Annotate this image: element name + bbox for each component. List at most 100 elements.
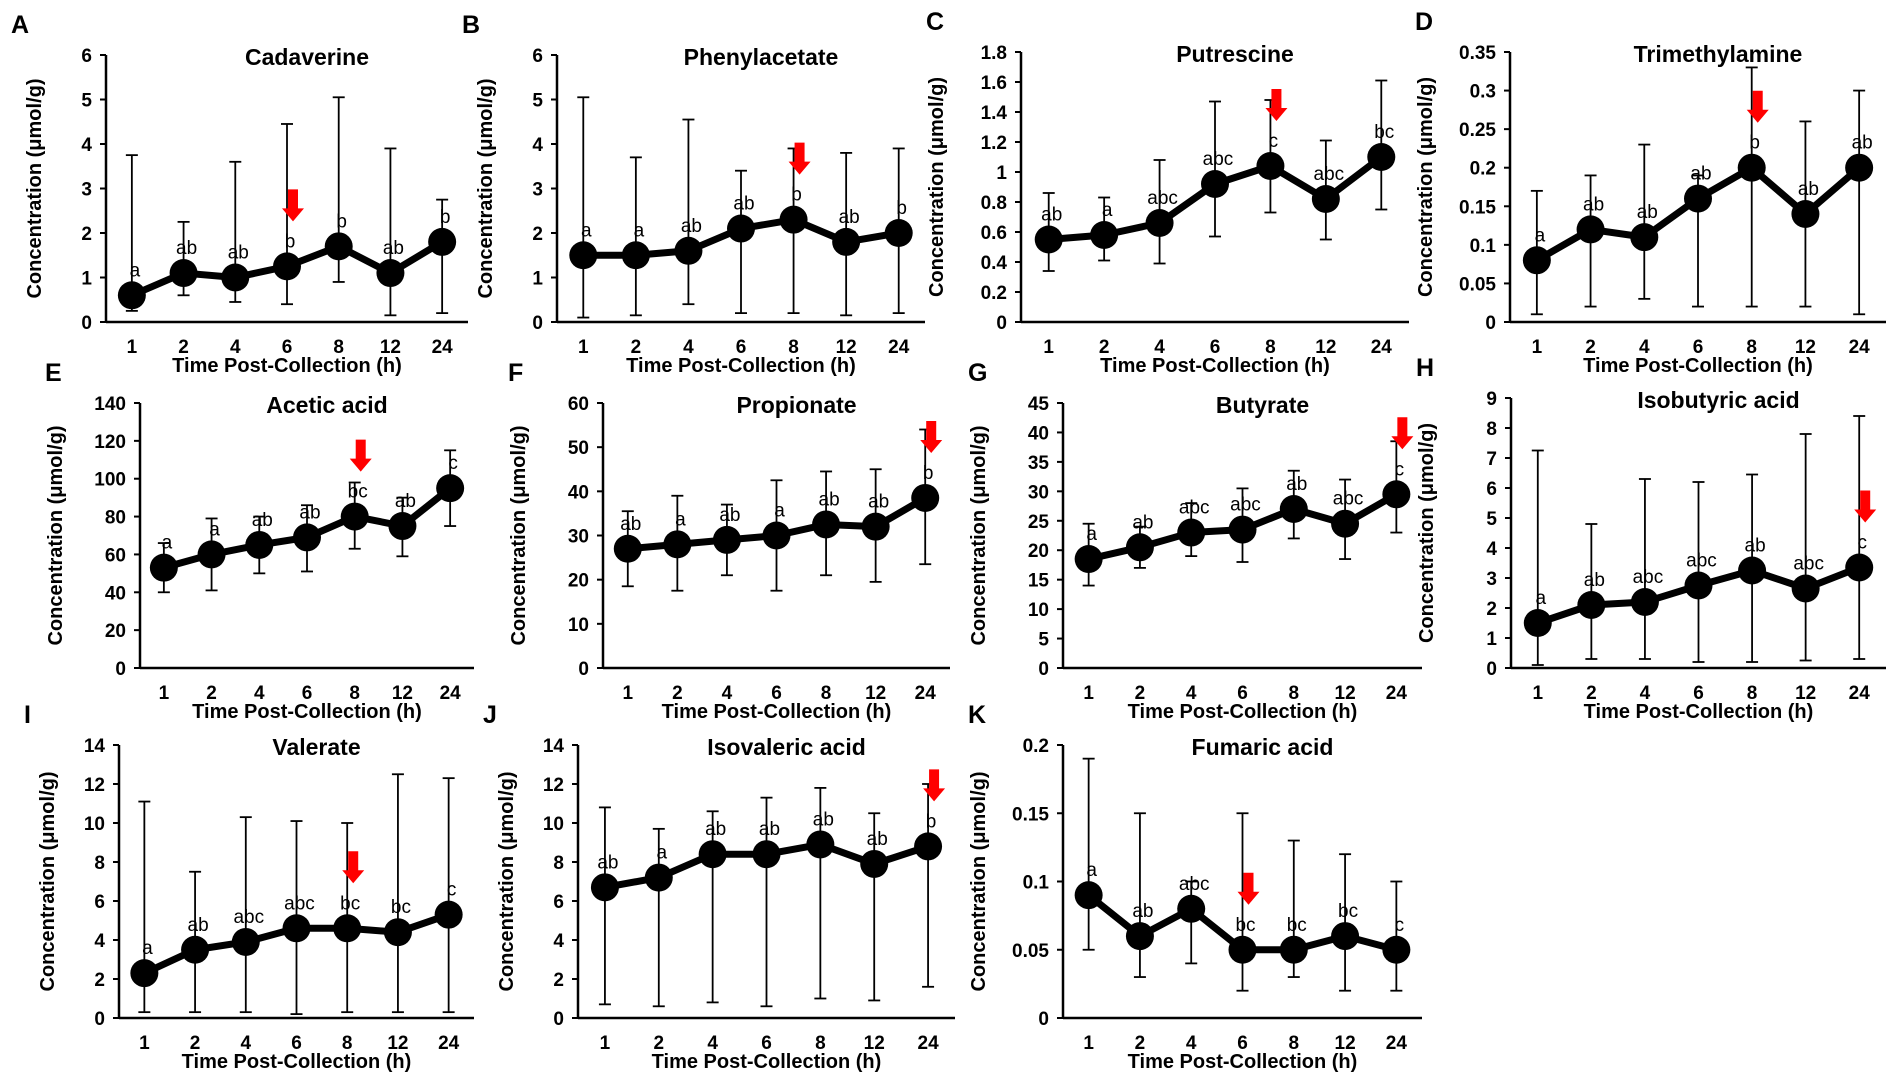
- x-tick-label: 12: [1795, 683, 1816, 704]
- y-tick-label: 9: [1486, 389, 1497, 410]
- data-point: [698, 840, 727, 869]
- y-tick-label: 60: [568, 394, 589, 415]
- significance-letter: abc: [284, 893, 315, 914]
- y-tick-label: 0: [553, 1009, 564, 1030]
- y-tick-label: 10: [1028, 600, 1049, 621]
- x-tick-label: 1: [1532, 683, 1543, 704]
- y-tick-label: 2: [1486, 599, 1497, 620]
- y-axis-title: Concentration (μmol/g): [37, 772, 59, 992]
- data-point: [779, 205, 808, 234]
- y-tick-label: 14: [84, 736, 106, 757]
- significance-letter: a: [1086, 524, 1097, 545]
- panel-letter: B: [462, 11, 480, 39]
- data-point: [221, 263, 250, 292]
- x-tick-label: 2: [1586, 683, 1597, 704]
- x-tick-label: 24: [1371, 337, 1393, 358]
- y-axis-title: Concentration (μmol/g): [475, 79, 497, 299]
- significance-letter: ab: [1132, 512, 1153, 533]
- x-tick-label: 1: [1083, 1033, 1094, 1054]
- red-arrow-marker: [923, 769, 946, 802]
- data-point: [1367, 143, 1396, 171]
- y-tick-label: 0: [94, 1009, 105, 1030]
- data-point: [1382, 480, 1411, 509]
- data-point: [428, 227, 457, 256]
- red-arrow-marker: [349, 439, 372, 472]
- data-point: [621, 241, 650, 270]
- significance-letter: c: [1269, 131, 1279, 152]
- significance-letter: a: [656, 843, 667, 864]
- chart-title: Phenylacetate: [684, 44, 839, 70]
- data-point: [181, 935, 210, 964]
- red-arrow-marker: [788, 142, 811, 175]
- x-tick-label: 4: [1640, 683, 1651, 704]
- y-tick-label: 10: [543, 814, 564, 835]
- panel-letter: A: [11, 11, 29, 39]
- y-tick-label: 0.1: [1470, 236, 1497, 257]
- significance-letter: a: [1086, 860, 1097, 881]
- panel-letter: K: [968, 701, 986, 729]
- significance-letter: ab: [681, 216, 702, 237]
- red-arrow-marker: [1391, 417, 1414, 450]
- y-tick-label: 8: [553, 853, 564, 874]
- significance-letter: bc: [1338, 901, 1358, 922]
- x-tick-label: 2: [672, 683, 683, 704]
- x-tick-label: 4: [1186, 683, 1197, 704]
- significance-letter: ab: [1798, 179, 1819, 200]
- data-point: [197, 540, 226, 569]
- data-point: [861, 512, 890, 541]
- data-point: [914, 832, 943, 861]
- y-tick-label: 5: [1038, 630, 1049, 651]
- x-axis-title: Time Post-Collection (h): [1584, 701, 1814, 723]
- data-point: [1256, 152, 1285, 180]
- significance-letter: ab: [1690, 164, 1711, 185]
- data-point: [1331, 922, 1360, 951]
- significance-letter: ab: [819, 489, 840, 510]
- data-point: [1228, 515, 1257, 544]
- data-point: [1177, 518, 1206, 547]
- x-tick-label: 6: [282, 337, 293, 358]
- data-point: [1279, 495, 1308, 523]
- significance-letter: a: [1102, 200, 1113, 221]
- data-point: [1845, 553, 1874, 582]
- data-point: [1576, 215, 1605, 244]
- significance-letter: a: [209, 519, 220, 540]
- y-tick-label: 2: [532, 224, 543, 245]
- y-tick-label: 3: [532, 180, 543, 201]
- x-tick-label: 24: [918, 1033, 940, 1054]
- chart-title: Butyrate: [1216, 392, 1309, 418]
- x-tick-label: 12: [865, 683, 886, 704]
- data-point: [1382, 935, 1411, 964]
- panel-letter: C: [926, 8, 944, 36]
- x-tick-label: 4: [707, 1033, 718, 1054]
- data-point: [273, 252, 301, 281]
- y-tick-label: 0.05: [1012, 941, 1049, 962]
- y-axis-title: Concentration (μmol/g): [508, 426, 530, 646]
- significance-letter: ab: [188, 915, 209, 936]
- y-tick-label: 2: [94, 970, 105, 991]
- x-axis-title: Time Post-Collection (h): [1128, 701, 1358, 723]
- data-point: [1630, 588, 1659, 616]
- significance-letter: bc: [1235, 915, 1255, 936]
- x-tick-label: 1: [159, 683, 170, 704]
- x-tick-label: 6: [1237, 1033, 1248, 1054]
- x-tick-label: 12: [392, 683, 413, 704]
- y-tick-label: 0.2: [1023, 736, 1049, 757]
- x-tick-label: 8: [1265, 337, 1276, 358]
- x-tick-label: 4: [683, 337, 694, 358]
- x-tick-label: 24: [1849, 337, 1871, 358]
- y-tick-label: 5: [532, 91, 543, 112]
- significance-letter: ab: [839, 207, 860, 228]
- significance-letter: b: [440, 207, 451, 228]
- data-point: [1523, 609, 1552, 637]
- data-point: [644, 863, 673, 892]
- panel-c: C00.20.40.60.811.21.41.61.81 2 4 6 8 12 24Time…: [926, 8, 1409, 377]
- data-point: [752, 840, 781, 869]
- x-axis-title: Time Post-Collection (h): [1583, 355, 1813, 377]
- significance-letter: c: [447, 880, 457, 901]
- y-tick-label: 0.3: [1470, 82, 1496, 103]
